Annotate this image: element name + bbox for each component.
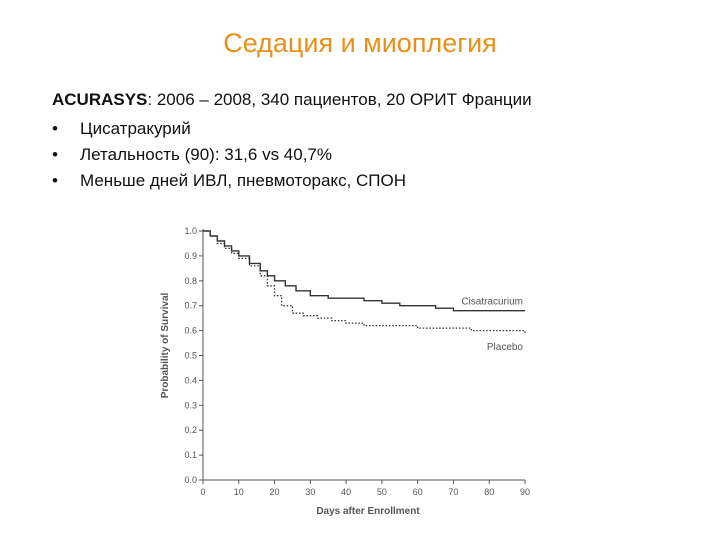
bullet-text: Меньше дней ИВЛ, пневмоторакс, СПОН xyxy=(80,171,407,190)
bullet-text: Цисатракурий xyxy=(80,119,191,138)
study-details: : 2006 – 2008, 340 пациентов, 20 ОРИТ Фр… xyxy=(147,90,532,109)
y-tick-label: 0.5 xyxy=(184,351,197,361)
series-line-placebo xyxy=(203,230,526,334)
bullet-item: • Меньше дней ИВЛ, пневмоторакс, СПОН xyxy=(52,168,406,194)
bullet-dot: • xyxy=(52,145,58,164)
bullet-item: • Цисатракурий xyxy=(52,116,406,142)
y-tick-label: 1.0 xyxy=(184,226,197,236)
bullet-dot: • xyxy=(52,119,58,138)
chart-axes: 0.0 0.1 0.2 0.3 0.4 0.5 0.6 0.7 0.8 0.9 1.0 0 10 20 30… xyxy=(160,226,530,517)
x-tick-label: 90 xyxy=(520,487,530,497)
x-tick-label: 80 xyxy=(484,487,494,497)
x-tick-label: 70 xyxy=(448,487,458,497)
series-label-cisatracurium: Cisatracurium xyxy=(461,297,523,308)
y-tick-label: 0.9 xyxy=(184,251,197,261)
bullet-dot: • xyxy=(52,171,58,190)
y-tick-label: 0.4 xyxy=(184,375,197,385)
y-tick-label: 0.2 xyxy=(184,425,197,435)
chart-series: Cisatracurium Placebo xyxy=(203,230,526,353)
bullet-item: • Летальность (90): 31,6 vs 40,7% xyxy=(52,142,406,168)
x-axis-title: Days after Enrollment xyxy=(316,506,420,517)
x-tick-label: 30 xyxy=(305,487,315,497)
study-summary: ACURASYS: 2006 – 2008, 340 пациентов, 20… xyxy=(52,90,532,110)
y-axis-title: Probability of Survival xyxy=(160,292,171,398)
x-tick-label: 10 xyxy=(234,487,244,497)
x-tick-label: 0 xyxy=(200,487,205,497)
y-tick-label: 0.6 xyxy=(184,326,197,336)
y-tick-label: 0.0 xyxy=(184,475,197,485)
series-label-placebo: Placebo xyxy=(487,342,524,353)
x-tick-label: 40 xyxy=(341,487,351,497)
study-name: ACURASYS xyxy=(52,90,148,109)
y-tick-label: 0.7 xyxy=(184,301,197,311)
series-line-cisatracurium xyxy=(203,230,525,312)
y-tick-label: 0.8 xyxy=(184,276,197,286)
bullet-text: Летальность (90): 31,6 vs 40,7% xyxy=(80,145,332,164)
bullet-list: • Цисатракурий • Летальность (90): 31,6 vs… xyxy=(52,116,406,194)
x-tick-label: 60 xyxy=(413,487,423,497)
y-tick-label: 0.1 xyxy=(184,450,197,460)
x-tick-label: 20 xyxy=(270,487,280,497)
slide-title: Седация и миоплегия xyxy=(223,28,497,58)
y-tick-label: 0.3 xyxy=(184,400,197,410)
x-tick-label: 50 xyxy=(377,487,387,497)
